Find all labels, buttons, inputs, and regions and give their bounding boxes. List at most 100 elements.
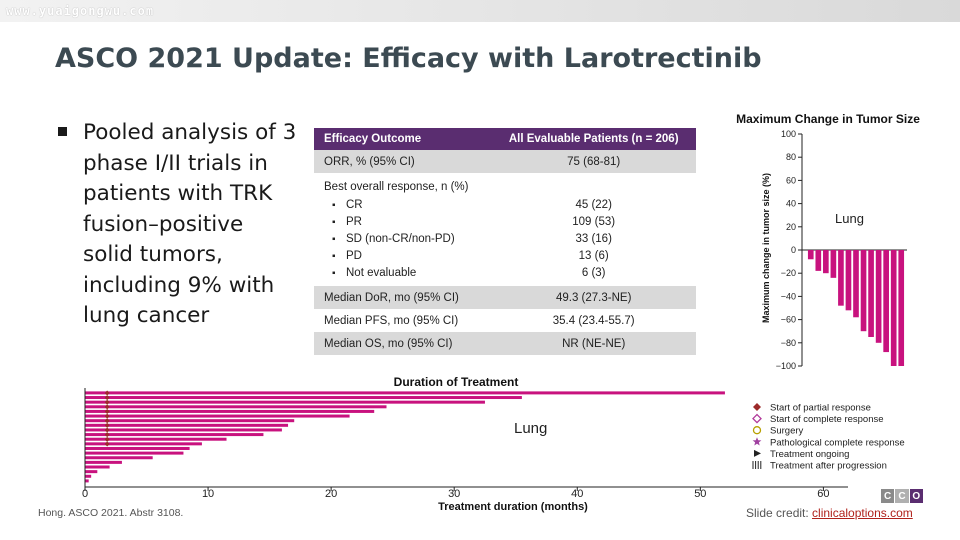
bor-item-label: CR xyxy=(324,197,481,214)
waterfall-bar xyxy=(860,250,867,332)
waterfall-bar xyxy=(890,250,897,366)
row-label: Median OS, mo (95% CI) xyxy=(314,332,492,355)
legend-label: Treatment ongoing xyxy=(770,449,849,460)
waterfall-bar xyxy=(830,250,837,278)
duration-bar xyxy=(85,442,202,446)
partial-response-marker xyxy=(104,413,110,419)
duration-annotation: Lung xyxy=(514,420,547,437)
waterfall-ytick-label: 80 xyxy=(786,152,796,162)
duration-bar xyxy=(85,474,92,478)
waterfall-ytick-label: −100 xyxy=(776,361,796,371)
top-bar: www.yuaigongwu.com xyxy=(0,0,960,22)
table-header-patients: All Evaluable Patients (n = 206) xyxy=(491,128,696,150)
table-header-outcome: Efficacy Outcome xyxy=(314,128,492,150)
table-row-pfs: Median PFS, mo (95% CI) 35.4 (23.4-55.7) xyxy=(314,309,696,332)
legend-label: Pathological complete response xyxy=(770,437,905,448)
partial-response-marker xyxy=(104,436,110,442)
bor-item-label: PR xyxy=(324,214,481,231)
table-row-bor: Best overall response, n (%) CR PR SD (n… xyxy=(314,173,696,286)
waterfall-bar xyxy=(868,250,874,337)
duration-bar xyxy=(85,451,184,455)
duration-bar xyxy=(85,460,122,464)
waterfall-bar xyxy=(898,250,905,366)
waterfall-ytick-label: 0 xyxy=(791,245,796,255)
waterfall-ytick-label: 100 xyxy=(781,129,796,139)
waterfall-ytick-label: 60 xyxy=(786,175,796,185)
partial-response-marker xyxy=(104,441,110,447)
treatment-ongoing-icon xyxy=(754,449,761,457)
waterfall-ytick-label: 40 xyxy=(786,199,796,209)
partial-response-marker xyxy=(104,399,110,405)
duration-bar xyxy=(85,470,98,474)
waterfall-bar xyxy=(823,250,829,274)
legend-label: Start of partial response xyxy=(770,403,871,414)
logo-letter: O xyxy=(909,489,923,503)
duration-bar xyxy=(85,479,89,483)
duration-bar xyxy=(85,437,227,441)
legend-label: Treatment after progression xyxy=(770,461,887,472)
partial-response-marker xyxy=(104,404,110,410)
slide-title: ASCO 2021 Update: Efficacy with Larotrec… xyxy=(55,43,762,74)
waterfall-ytick-label: −80 xyxy=(781,338,796,348)
pathological-response-icon xyxy=(752,437,762,446)
table-row-dor: Median DoR, mo (95% CI) 49.3 (27.3-NE) xyxy=(314,286,696,309)
duration-xtick-label: 20 xyxy=(325,488,337,500)
duration-bar xyxy=(85,456,153,460)
partial-response-marker xyxy=(104,390,110,396)
duration-bar xyxy=(85,428,282,432)
table-row-os: Median OS, mo (95% CI) NR (NE-NE) xyxy=(314,332,696,355)
logo-letter: C xyxy=(881,489,895,503)
bor-item-value: 13 (6) xyxy=(578,250,609,262)
partial-response-marker xyxy=(104,395,110,401)
duration-xtick-label: 40 xyxy=(571,488,583,500)
duration-bar xyxy=(85,400,485,404)
waterfall-bar xyxy=(875,250,882,343)
waterfall-ytick-label: 20 xyxy=(786,222,796,232)
waterfall-bar xyxy=(807,250,814,260)
row-label: ORR, % (95% CI) xyxy=(314,150,492,173)
row-value: NR (NE-NE) xyxy=(491,332,696,355)
row-label: Best overall response, n (%) xyxy=(324,181,469,193)
complete-response-icon xyxy=(752,413,762,424)
watermark: www.yuaigongwu.com xyxy=(6,4,155,18)
slide-credit-prefix: Slide credit: xyxy=(746,506,813,520)
duration-bar xyxy=(85,465,110,469)
bor-item-label: PD xyxy=(324,248,481,265)
slide-credit: Slide credit: clinicaloptions.com xyxy=(746,506,913,520)
cco-logo: C C O xyxy=(881,489,924,503)
bor-item-value: 109 (53) xyxy=(572,216,616,228)
efficacy-table: Efficacy Outcome All Evaluable Patients … xyxy=(314,128,696,355)
slide-credit-link[interactable]: clinicaloptions.com xyxy=(812,506,913,520)
bor-item-label: Not evaluable xyxy=(324,265,481,282)
bor-item-value: 6 (3) xyxy=(581,267,606,279)
reference-citation: Hong. ASCO 2021. Abstr 3108. xyxy=(38,507,184,519)
partial-response-icon xyxy=(753,403,761,411)
waterfall-ylabel: Maximum change in tumor size (%) xyxy=(761,173,771,323)
partial-response-marker xyxy=(104,432,110,438)
waterfall-bar xyxy=(883,250,889,353)
waterfall-bar xyxy=(815,250,822,271)
duration-bar xyxy=(85,391,725,395)
row-value: 35.4 (23.4-55.7) xyxy=(491,309,696,332)
duration-bar xyxy=(85,396,522,400)
waterfall-ytick-label: −60 xyxy=(781,315,796,325)
waterfall-ytick-label: −20 xyxy=(781,268,796,278)
duration-xtick-label: 30 xyxy=(448,488,460,500)
duration-xlabel: Treatment duration (months) xyxy=(438,501,588,513)
partial-response-marker xyxy=(104,422,110,428)
duration-xtick-label: 0 xyxy=(82,488,88,500)
waterfall-bar xyxy=(838,250,844,306)
waterfall-bar xyxy=(845,250,852,311)
duration-bar xyxy=(85,446,190,450)
row-label: Median PFS, mo (95% CI) xyxy=(314,309,492,332)
row-value: 49.3 (27.3-NE) xyxy=(491,286,696,309)
row-label: Median DoR, mo (95% CI) xyxy=(314,286,492,309)
surgery-icon xyxy=(752,426,762,435)
duration-xtick-label: 50 xyxy=(694,488,706,500)
duration-bar xyxy=(85,419,295,423)
table-row-orr: ORR, % (95% CI) 75 (68-81) xyxy=(314,150,696,173)
duration-title: Duration of Treatment xyxy=(394,375,519,389)
